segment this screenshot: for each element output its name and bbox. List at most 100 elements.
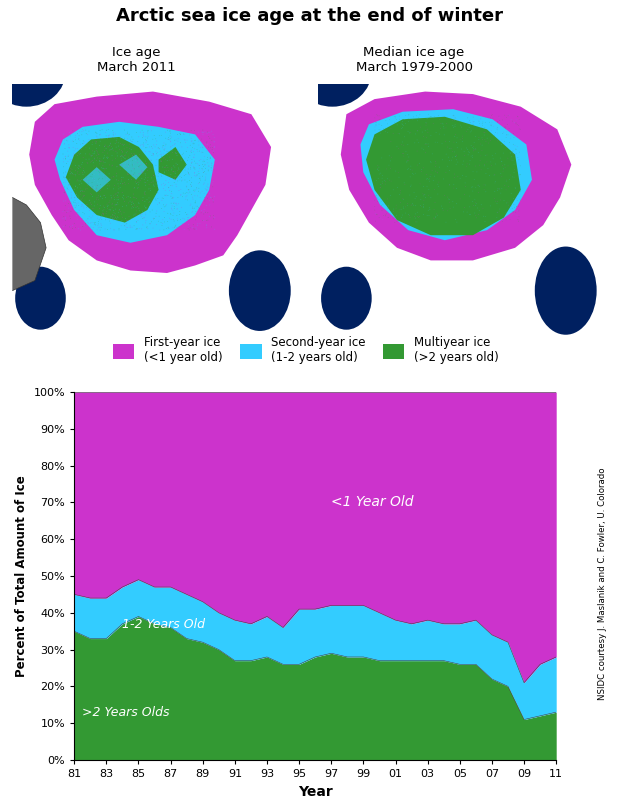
Point — [444, 178, 454, 191]
Point — [205, 132, 214, 145]
Point — [167, 162, 177, 175]
Point — [178, 212, 188, 225]
Point — [104, 125, 114, 138]
Point — [104, 141, 114, 154]
Point — [77, 185, 87, 198]
Point — [494, 199, 504, 212]
Point — [70, 164, 80, 177]
Point — [193, 134, 203, 147]
Point — [451, 172, 461, 185]
Point — [140, 167, 150, 180]
Point — [197, 126, 207, 138]
Point — [404, 109, 413, 122]
Point — [88, 172, 98, 185]
Point — [490, 177, 500, 190]
Point — [461, 149, 471, 162]
Point — [68, 141, 78, 154]
Point — [109, 221, 119, 234]
Point — [164, 169, 174, 182]
Point — [154, 162, 164, 175]
Point — [198, 186, 208, 198]
Point — [481, 196, 491, 209]
Point — [112, 196, 122, 209]
Point — [205, 191, 215, 204]
Point — [503, 216, 513, 229]
Point — [95, 198, 104, 211]
Point — [102, 198, 112, 210]
Point — [93, 165, 103, 178]
Point — [141, 136, 151, 149]
Point — [64, 138, 74, 151]
Point — [506, 146, 515, 159]
Point — [432, 138, 442, 151]
Point — [77, 194, 87, 207]
Point — [167, 191, 177, 204]
Point — [483, 140, 493, 153]
Point — [95, 164, 104, 177]
Point — [484, 154, 494, 166]
Point — [465, 138, 475, 150]
Point — [383, 202, 392, 214]
Point — [509, 158, 519, 170]
Point — [149, 217, 159, 230]
Point — [59, 186, 69, 199]
Point — [75, 185, 85, 198]
Point — [193, 202, 203, 214]
Point — [108, 208, 117, 221]
Point — [386, 186, 396, 199]
Point — [379, 195, 389, 208]
Point — [396, 211, 406, 224]
Point — [512, 140, 522, 153]
Point — [77, 126, 87, 138]
Point — [169, 173, 179, 186]
Point — [430, 213, 439, 226]
Point — [505, 213, 515, 226]
Point — [180, 187, 190, 200]
Point — [427, 164, 437, 177]
Point — [437, 157, 447, 170]
Point — [101, 184, 111, 197]
Point — [454, 138, 464, 151]
Point — [200, 155, 210, 168]
Point — [446, 126, 456, 138]
Point — [487, 116, 497, 129]
Point — [98, 207, 108, 220]
Point — [480, 149, 490, 162]
Point — [383, 118, 392, 130]
Point — [384, 158, 394, 171]
Point — [423, 139, 433, 152]
Point — [472, 198, 481, 210]
Point — [202, 126, 212, 139]
Point — [193, 126, 203, 138]
Point — [124, 215, 133, 228]
Point — [140, 206, 150, 219]
Point — [451, 193, 460, 206]
Point — [443, 114, 453, 126]
Point — [460, 177, 470, 190]
Point — [372, 108, 382, 121]
Point — [69, 146, 79, 159]
Point — [59, 160, 69, 173]
Point — [439, 118, 449, 131]
Point — [87, 188, 96, 201]
Point — [82, 156, 92, 169]
Point — [474, 151, 484, 164]
Point — [200, 177, 210, 190]
Point — [425, 110, 435, 123]
Point — [78, 169, 88, 182]
Point — [98, 146, 108, 158]
Point — [190, 190, 200, 202]
Point — [113, 214, 123, 227]
Point — [104, 196, 114, 209]
Point — [133, 176, 143, 189]
Point — [439, 149, 449, 162]
Point — [137, 164, 147, 177]
Point — [71, 148, 81, 161]
Point — [110, 210, 120, 223]
Point — [500, 158, 510, 171]
Point — [91, 142, 101, 154]
Point — [144, 196, 154, 209]
Point — [444, 178, 454, 191]
Point — [74, 146, 83, 159]
Point — [439, 122, 449, 134]
